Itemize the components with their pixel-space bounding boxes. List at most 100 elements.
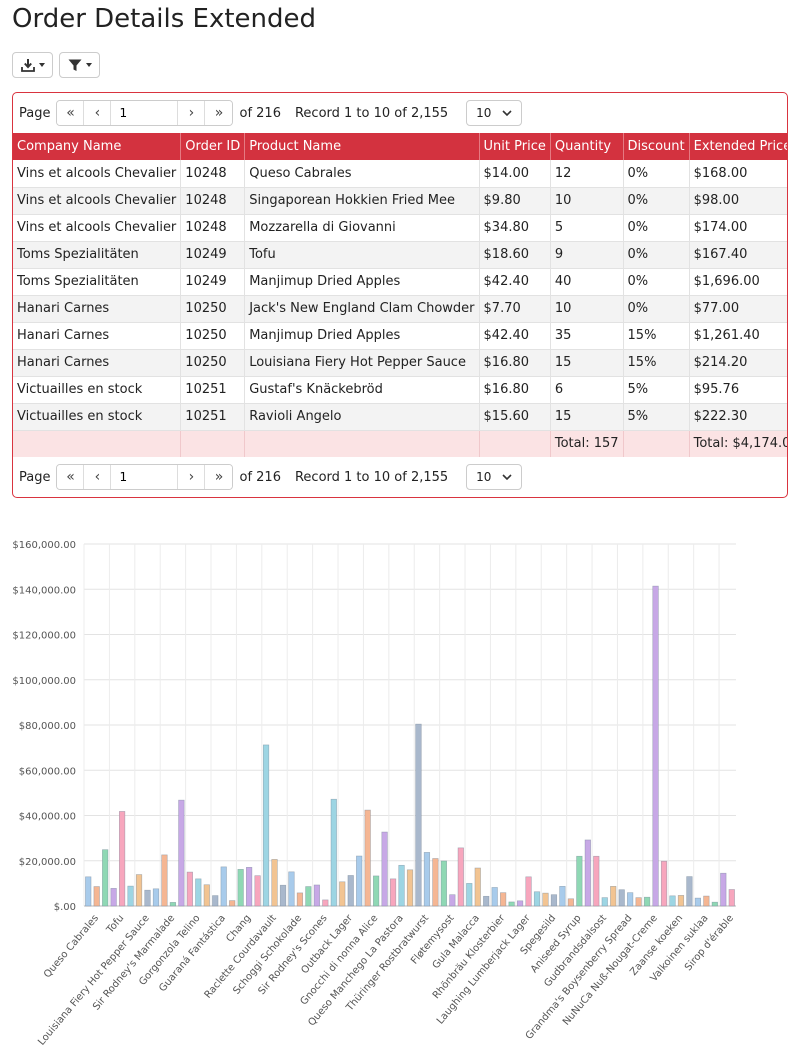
bar — [110, 888, 117, 907]
bar — [144, 889, 151, 907]
page-number-input[interactable] — [111, 465, 179, 489]
table-cell: 10 — [550, 187, 624, 215]
table-row[interactable]: Toms Spezialitäten 10249 Manjimup Dried Ap… — [13, 268, 787, 296]
page-size-select[interactable]: 10 — [466, 100, 523, 126]
bar — [347, 875, 354, 907]
column-header[interactable]: Discount — [623, 133, 690, 160]
table-row[interactable]: Victuailles en stock 10251 Ravioli Angelo $… — [13, 403, 787, 431]
bar — [466, 883, 473, 907]
next-page-button[interactable]: › — [178, 101, 206, 125]
bar — [720, 872, 727, 907]
bar — [237, 869, 244, 907]
export-button[interactable] — [12, 52, 53, 78]
pager-controls: « ‹ › » — [56, 100, 234, 126]
table-row[interactable]: Vins et alcools Chevalier 10248 Queso Cabr… — [13, 160, 787, 188]
x-tick-label: Louisiana Fiery Hot Pepper Sauce — [36, 913, 152, 1048]
bar — [415, 723, 422, 907]
extended-price-bar-chart: $.00 $20,000.00 $40,000.00 $60,000.00 $80,00… — [12, 540, 736, 1048]
bar — [152, 888, 160, 907]
bar — [500, 892, 507, 907]
next-page-button[interactable]: › — [178, 465, 206, 489]
table-row[interactable]: Vins et alcools Chevalier 10248 Singaporea… — [13, 187, 787, 215]
column-header[interactable]: Order ID — [180, 133, 246, 160]
table-cell: Singaporean Hokkien Fried Mee — [244, 187, 480, 215]
table-cell: $18.60 — [479, 241, 551, 269]
y-tick-label: $60,000.00 — [19, 766, 76, 777]
page-size-select[interactable]: 10 — [466, 464, 523, 490]
table-cell: 10248 — [180, 187, 246, 215]
bar — [203, 884, 210, 907]
bar — [576, 855, 583, 907]
table-cell: Tofu — [244, 241, 480, 269]
bar — [440, 860, 447, 907]
table-cell: $14.00 — [479, 160, 551, 188]
bar — [381, 831, 388, 907]
table-cell: 10251 — [180, 376, 246, 404]
table-row[interactable]: Vins et alcools Chevalier 10248 Mozzarella… — [13, 214, 787, 242]
last-page-button[interactable]: » — [205, 465, 233, 489]
table-row[interactable]: Toms Spezialitäten 10249 Tofu $18.60 9 0% $167… — [13, 241, 787, 269]
table-cell: 40 — [550, 268, 624, 296]
table-cell: 12 — [550, 160, 624, 188]
table-cell: Vins et alcools Chevalier — [13, 214, 182, 242]
bar — [406, 869, 414, 907]
bar — [610, 886, 617, 907]
table-cell: $77.00 — [689, 295, 787, 323]
column-header[interactable]: Unit Price — [479, 133, 551, 160]
bar — [703, 895, 710, 907]
column-header[interactable]: Product Name — [244, 133, 480, 160]
prev-page-button[interactable]: ‹ — [84, 101, 112, 125]
page-count: of 216 — [239, 105, 281, 121]
table-cell: 35 — [550, 322, 624, 350]
table-row[interactable]: Hanari Carnes 10250 Louisiana Fiery Hot Pe… — [13, 349, 787, 377]
bar — [593, 855, 600, 907]
table-row[interactable]: Hanari Carnes 10250 Jack's New England Cla… — [13, 295, 787, 323]
table-cell: Hanari Carnes — [13, 349, 182, 377]
page-number-input[interactable] — [111, 101, 179, 125]
table-cell: 5% — [623, 376, 690, 404]
table-cell: 10250 — [180, 295, 246, 323]
table-row[interactable]: Hanari Carnes 10250 Manjimup Dried Apples $… — [13, 322, 787, 350]
table-cell: Vins et alcools Chevalier — [13, 187, 182, 215]
table-row[interactable]: Victuailles en stock 10251 Gustaf's Knäcke… — [13, 376, 787, 404]
table-cell: 5% — [623, 403, 690, 431]
column-header[interactable]: Quantity — [550, 133, 624, 160]
table-cell: Ravioli Angelo — [244, 403, 480, 431]
bar — [389, 878, 397, 907]
bar — [694, 897, 701, 907]
bar — [102, 849, 109, 907]
prev-page-button[interactable]: ‹ — [84, 465, 112, 489]
bar — [93, 886, 100, 907]
column-header[interactable]: Company Name — [13, 133, 182, 160]
table-cell: $1,261.40 — [689, 322, 787, 350]
filter-button[interactable] — [59, 52, 100, 78]
bar — [508, 901, 515, 907]
bar — [262, 744, 270, 907]
x-tick-label: Queso Manchego La Pastora — [306, 913, 405, 1029]
total-extended-price: Total: $4,174.06 — [689, 430, 787, 457]
page-title: Order Details Extended — [12, 4, 317, 34]
table-cell: 0% — [623, 187, 690, 215]
y-tick-label: $.00 — [54, 902, 76, 913]
bar — [296, 892, 304, 907]
total-cell — [479, 430, 551, 457]
bar — [288, 871, 295, 907]
bar — [449, 894, 456, 907]
record-info: Record 1 to 10 of 2,155 — [294, 469, 449, 485]
column-header[interactable]: Extended Price — [689, 133, 787, 160]
first-page-button[interactable]: « — [57, 101, 85, 125]
bar — [728, 889, 735, 907]
bar — [161, 854, 168, 907]
pager-label: Page — [19, 105, 51, 121]
pager-controls: « ‹ › » — [56, 464, 234, 490]
bar — [305, 886, 312, 907]
bar — [567, 898, 574, 907]
y-tick-label: $40,000.00 — [19, 812, 76, 823]
chevron-down-icon — [85, 63, 92, 67]
table-cell: $15.60 — [479, 403, 551, 431]
pager-bottom: Page « ‹ › » of 216 Record 1 to 10 of 2,… — [13, 458, 787, 496]
first-page-button[interactable]: « — [57, 465, 85, 489]
bar — [677, 895, 685, 907]
last-page-button[interactable]: » — [205, 101, 233, 125]
table-cell: Manjimup Dried Apples — [244, 268, 480, 296]
